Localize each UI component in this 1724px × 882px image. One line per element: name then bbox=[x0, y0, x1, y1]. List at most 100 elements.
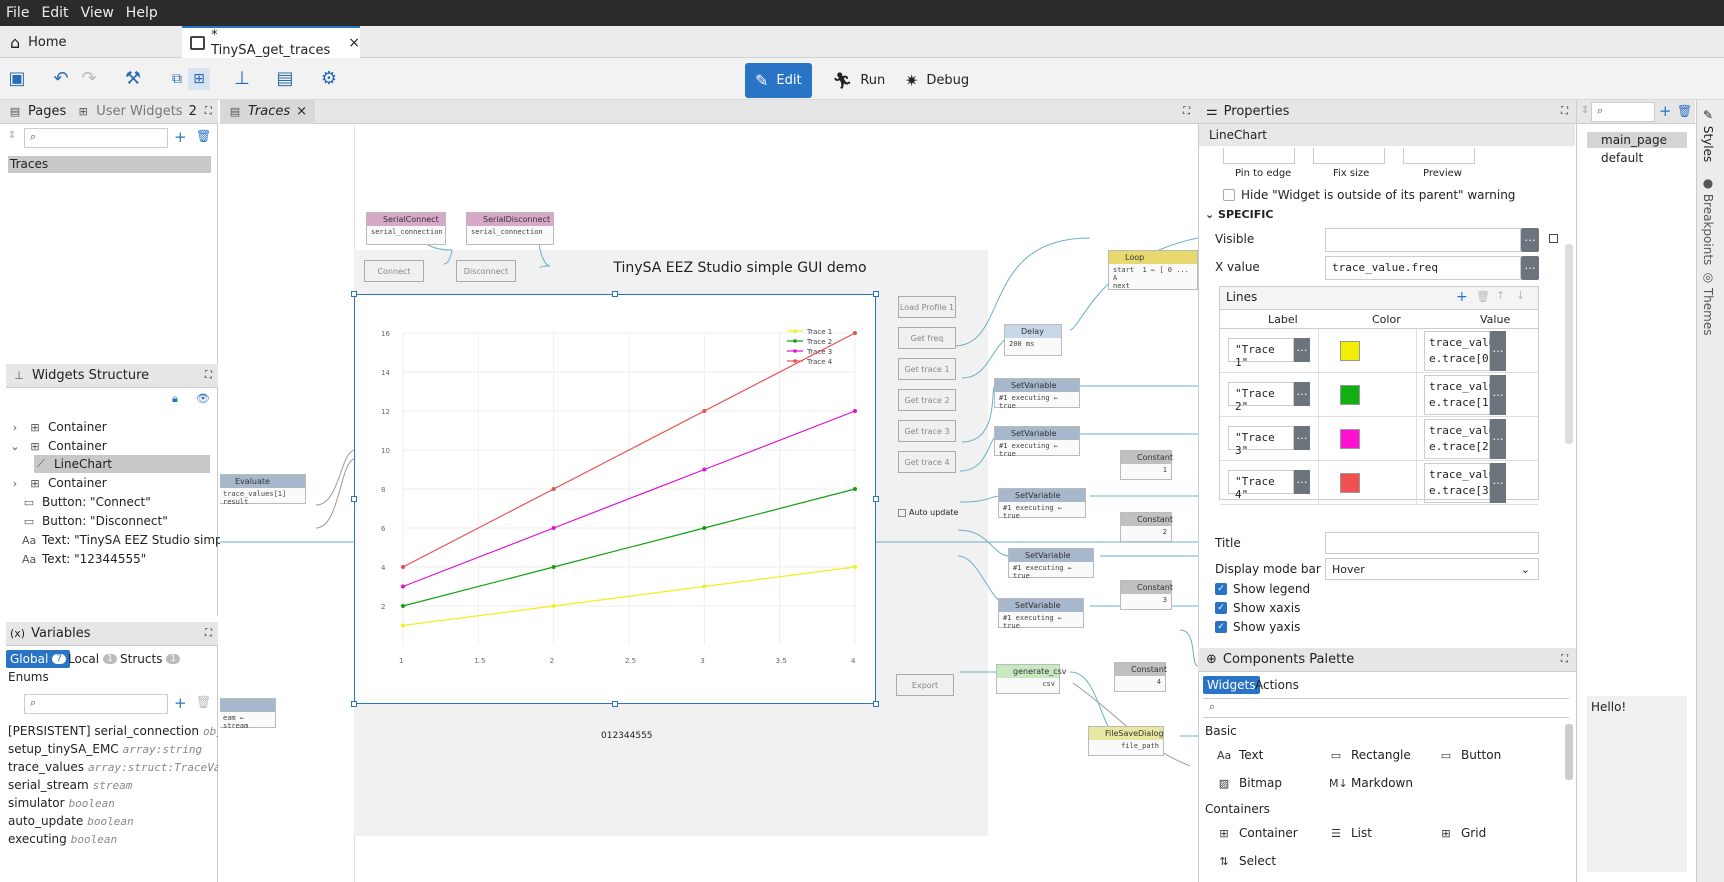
line-color-swatch[interactable] bbox=[1340, 429, 1360, 449]
get-trace2-button[interactable]: Get trace 2 bbox=[898, 389, 956, 411]
tree-item[interactable]: ▭ Button: "Disconnect" bbox=[22, 512, 168, 530]
title-input[interactable] bbox=[1325, 532, 1539, 554]
line-label-expr-button[interactable]: … bbox=[1294, 470, 1310, 494]
properties-scrollbar[interactable] bbox=[1565, 244, 1573, 444]
palette-item-markdown[interactable]: M↓ Markdown bbox=[1329, 776, 1413, 790]
variables-search-input[interactable] bbox=[24, 694, 168, 714]
maximize-icon[interactable]: ⛶ bbox=[1561, 106, 1568, 117]
maximize-icon[interactable]: ⛶ bbox=[205, 628, 212, 639]
run-mode-button[interactable]: 🏃︎ Run bbox=[822, 63, 895, 98]
line-label-input[interactable]: "Trace 1" bbox=[1228, 338, 1294, 369]
page-item-traces[interactable]: Traces bbox=[8, 156, 211, 173]
get-trace4-button[interactable]: Get trace 4 bbox=[898, 451, 956, 473]
page-title-text[interactable]: TinySA EEZ Studio simple GUI demo bbox=[613, 260, 867, 276]
constant-node[interactable]: Constant 4 bbox=[1114, 662, 1167, 692]
palette-item-grid[interactable]: ⊞ Grid bbox=[1439, 826, 1486, 840]
line-value-expr-button[interactable]: … bbox=[1490, 419, 1506, 459]
visible-input[interactable] bbox=[1325, 228, 1521, 252]
undo-icon[interactable]: ↶ bbox=[53, 68, 69, 89]
constant-node[interactable]: Constant 1 bbox=[1120, 450, 1173, 480]
x-value-input[interactable]: trace_value.freq bbox=[1325, 256, 1521, 280]
tree-item[interactable]: Aa Text: "TinySA EEZ Studio simp... bbox=[22, 531, 234, 549]
line-label-expr-button[interactable]: … bbox=[1294, 426, 1310, 450]
maximize-icon[interactable]: ⛶ bbox=[1561, 654, 1568, 665]
tree-item[interactable]: › ⊞ Container bbox=[8, 474, 107, 492]
stream-node[interactable]: eam ← stream bbox=[220, 698, 276, 730]
line-label-expr-button[interactable]: … bbox=[1294, 338, 1310, 362]
constant-node[interactable]: Constant 2 bbox=[1120, 512, 1173, 542]
auto-update-checkbox[interactable]: Auto update bbox=[898, 508, 958, 517]
var-tab-structs[interactable]: Structs 1 bbox=[120, 650, 181, 668]
styles-search-input[interactable] bbox=[1591, 102, 1655, 122]
serial-connect-node[interactable]: SerialConnect serial_connection bbox=[366, 212, 446, 245]
palette-item-select[interactable]: ⇅ Select bbox=[1217, 854, 1276, 868]
line-label-expr-button[interactable]: … bbox=[1294, 382, 1310, 406]
sort-icon[interactable]: ⇕ bbox=[1581, 105, 1590, 116]
sort-icon[interactable]: ⇕ bbox=[8, 130, 17, 141]
tree-item[interactable]: › ⊞ Container bbox=[8, 418, 107, 436]
menu-edit[interactable]: Edit bbox=[41, 5, 69, 21]
variable-item[interactable]: serial_stream stream bbox=[8, 778, 218, 796]
evaluate-node[interactable]: Evaluate trace_values[1] result bbox=[220, 474, 306, 506]
var-tab-global[interactable]: Global 7 bbox=[6, 650, 71, 668]
line-color-swatch[interactable] bbox=[1340, 385, 1360, 405]
variable-item[interactable]: setup_tinySA_EMC array:string bbox=[8, 742, 218, 760]
delete-line-icon[interactable]: 🗑︎ bbox=[1476, 290, 1490, 303]
visible-expr-button[interactable]: … bbox=[1521, 228, 1539, 252]
tree-item[interactable]: ▭ Button: "Connect" bbox=[22, 493, 151, 511]
debug-mode-button[interactable]: ✷ Debug bbox=[895, 63, 979, 98]
show-yaxis-checkbox[interactable]: ✓ Show yaxis bbox=[1215, 620, 1300, 634]
editor-canvas[interactable]: SerialConnect serial_connection SerialDi… bbox=[220, 126, 1198, 882]
fix-size-box[interactable] bbox=[1313, 148, 1385, 164]
style-item-default[interactable]: default bbox=[1601, 151, 1644, 165]
line-label-input[interactable]: "Trace 4" bbox=[1228, 470, 1294, 501]
comment-icon[interactable]: ▤ bbox=[276, 68, 294, 89]
palette-item-container[interactable]: ⊞ Container bbox=[1217, 826, 1297, 840]
preview-box[interactable] bbox=[1403, 148, 1475, 164]
vtab-themes[interactable]: ◎ Themes bbox=[1701, 270, 1715, 335]
palette-item-button[interactable]: ▭ Button bbox=[1439, 748, 1501, 762]
line-value-input[interactable]: trace_valu e.trace[1] bbox=[1424, 375, 1495, 415]
palette-scrollbar[interactable] bbox=[1565, 724, 1573, 780]
close-icon[interactable]: × bbox=[348, 35, 360, 51]
hierarchy-icon[interactable]: ⊥ bbox=[234, 68, 250, 89]
variable-item[interactable]: executing boolean bbox=[8, 832, 218, 850]
get-freq-button[interactable]: Get freq bbox=[898, 327, 956, 349]
line-value-input[interactable]: trace_valu e.trace[2] bbox=[1424, 419, 1495, 459]
generate-csv-node[interactable]: generate_csv csv bbox=[996, 664, 1067, 694]
tree-item[interactable]: ⌄ ⊞ Container bbox=[8, 437, 106, 455]
variable-item[interactable]: [PERSISTENT] serial_connectionobject bbox=[8, 724, 218, 742]
display-mode-select[interactable]: Hover ⌄ bbox=[1325, 558, 1539, 580]
connect-button[interactable]: Connect bbox=[364, 260, 424, 282]
x-value-expr-button[interactable]: … bbox=[1521, 256, 1539, 280]
maximize-icon[interactable]: ⛶ bbox=[204, 106, 212, 117]
maximize-icon[interactable]: ⛶ bbox=[1183, 106, 1190, 117]
line-color-swatch[interactable] bbox=[1340, 473, 1360, 493]
grid-select-icon[interactable]: ⊞ bbox=[188, 68, 210, 90]
var-tab-enums[interactable]: Enums bbox=[8, 670, 49, 684]
set-variable-node[interactable]: SetVariable #1 executing ← true bbox=[998, 598, 1084, 630]
pages-search-input[interactable] bbox=[24, 128, 168, 148]
palette-item-bitmap[interactable]: ▨ Bitmap bbox=[1217, 776, 1282, 790]
set-variable-node[interactable]: SetVariable #1 executing ← true bbox=[994, 426, 1080, 458]
menu-help[interactable]: Help bbox=[125, 5, 158, 21]
wrench-icon[interactable]: ⚒ bbox=[124, 68, 142, 89]
palette-tab-widgets[interactable]: Widgets bbox=[1203, 676, 1260, 694]
close-icon[interactable]: × bbox=[296, 104, 308, 119]
visible-checkbox[interactable] bbox=[1549, 234, 1558, 243]
style-item-main-page[interactable]: main_page bbox=[1587, 132, 1687, 148]
file-save-dialog-node[interactable]: FileSaveDialog file_path bbox=[1088, 726, 1164, 756]
line-color-swatch[interactable] bbox=[1340, 341, 1360, 361]
line-chart-widget[interactable]: 2 4 6 8 10 12 14 16 1 1.5 2 2.5 3 3.5 4 Trace 1 Trace 2 T… bbox=[354, 294, 876, 704]
show-legend-checkbox[interactable]: ✓ Show legend bbox=[1215, 582, 1310, 596]
arrow-down-icon[interactable]: ↓ bbox=[1516, 289, 1526, 302]
delete-variable-icon[interactable]: 🗑︎ bbox=[196, 695, 212, 709]
gear-icon[interactable]: ⚙ bbox=[320, 68, 338, 89]
delay-node[interactable]: Delay 200 ms bbox=[1004, 324, 1062, 356]
serial-disconnect-node[interactable]: SerialDisconnect serial_connection bbox=[466, 212, 554, 245]
variable-item[interactable]: trace_values array:struct:TraceVa bbox=[8, 760, 218, 778]
line-value-expr-button[interactable]: … bbox=[1490, 331, 1506, 371]
tree-item[interactable]: Aa Text: "12344555" bbox=[22, 550, 146, 568]
line-value-expr-button[interactable]: … bbox=[1490, 463, 1506, 503]
